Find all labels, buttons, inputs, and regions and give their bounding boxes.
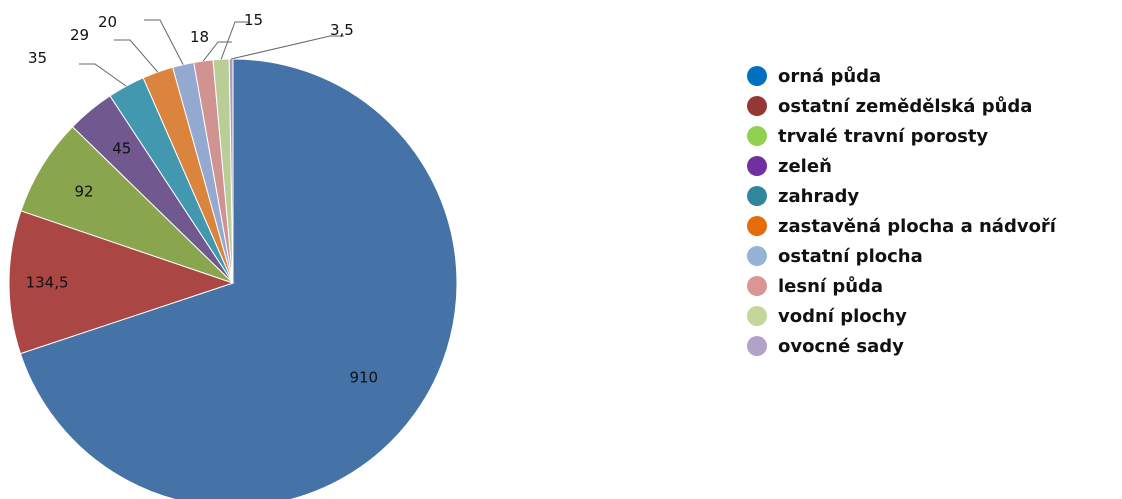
legend-marker-ostatni-plocha [747,246,767,266]
legend-label-ostatni-plocha: ostatní plocha [778,246,923,267]
leader-line-vodni-plochy [220,21,249,60]
data-label-ostatni-zemedelska-puda: 134,5 [26,273,69,291]
legend-marker-ovocne-sady [747,336,767,356]
data-labels: 910 134,5 92 45 35 29 20 18 15 3,5 [26,11,379,386]
legend-label-zastavena-plocha-a-nadvori: zastavěná plocha a nádvoří [778,216,1057,237]
leader-line-zastavena-plocha-a-nadvori [114,39,159,73]
leader-line-ovocne-sady [230,35,344,60]
legend: orná půda ostatní zemědělská půda trvalé t… [747,65,1057,357]
legend-label-ostatni-zemedelska-puda: ostatní zemědělská půda [778,95,1032,117]
pie-slice-orna-puda [19,58,458,499]
data-label-lesni-puda: 18 [190,28,209,46]
data-label-ostatni-plocha: 20 [98,13,117,31]
leader-line-ostatni-plocha [144,19,184,65]
data-label-zelen: 45 [112,139,131,157]
leader-lines [79,19,344,87]
pie-slice-ostatni-zemedelska-puda [8,210,235,355]
legend-marker-zelen [747,156,767,176]
legend-label-orna-puda: orná půda [778,65,881,87]
data-label-zahrady: 35 [28,49,47,67]
data-label-orna-puda: 910 [349,368,378,386]
data-label-trvale-travni-porosty: 92 [75,183,94,201]
data-label-zastavena-plocha-a-nadvori: 29 [70,26,89,44]
legend-marker-zastavena-plocha-a-nadvori [747,216,767,236]
legend-label-lesni-puda: lesní půda [778,275,883,297]
legend-marker-trvale-travni-porosty [747,126,767,146]
data-label-ovocne-sady: 3,5 [330,21,354,39]
legend-marker-zahrady [747,186,767,206]
legend-marker-orna-puda [747,66,767,86]
legend-label-ovocne-sady: ovocné sady [778,336,904,357]
legend-marker-lesni-puda [747,276,767,296]
leader-line-zahrady [79,63,127,87]
pie-slices [8,58,458,499]
legend-marker-vodni-plochy [747,306,767,326]
legend-marker-ostatni-zemedelska-puda [747,96,767,116]
legend-label-trvale-travni-porosty: trvalé travní porosty [778,126,988,147]
data-label-vodni-plochy: 15 [244,11,263,29]
legend-label-zahrady: zahrady [778,186,859,207]
legend-label-vodni-plochy: vodní plochy [778,306,907,327]
legend-label-zelen: zeleň [778,156,832,177]
